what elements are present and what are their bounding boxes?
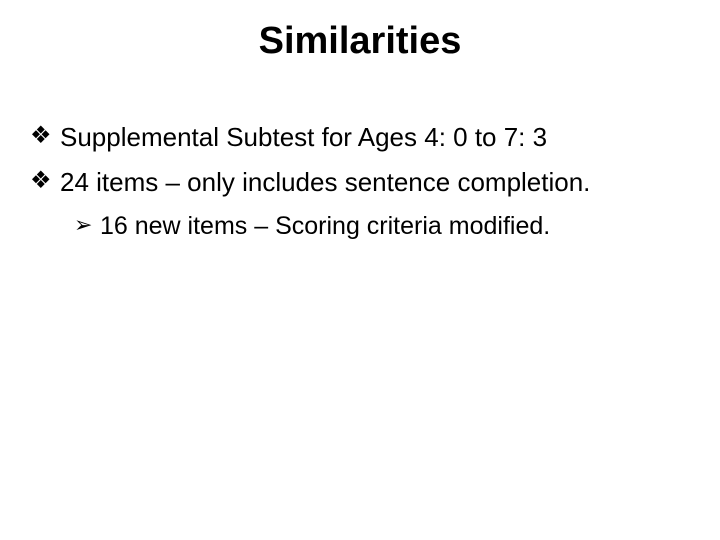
slide-title: Similarities — [0, 20, 720, 63]
arrow-bullet-icon: ➢ — [74, 210, 100, 240]
bullet-text: 24 items – only includes sentence comple… — [60, 165, 690, 200]
slide-body: ❖ Supplemental Subtest for Ages 4: 0 to … — [30, 120, 690, 254]
bullet-item: ❖ Supplemental Subtest for Ages 4: 0 to … — [30, 120, 690, 155]
bullet-text: Supplemental Subtest for Ages 4: 0 to 7:… — [60, 120, 690, 155]
slide: Similarities ❖ Supplemental Subtest for … — [0, 0, 720, 540]
bullet-item: ❖ 24 items – only includes sentence comp… — [30, 165, 690, 200]
diamond-bullet-icon: ❖ — [30, 165, 60, 197]
sub-bullet-text: 16 new items – Scoring criteria modified… — [100, 210, 690, 244]
diamond-bullet-icon: ❖ — [30, 120, 60, 152]
sub-bullet-item: ➢ 16 new items – Scoring criteria modifi… — [74, 210, 690, 244]
